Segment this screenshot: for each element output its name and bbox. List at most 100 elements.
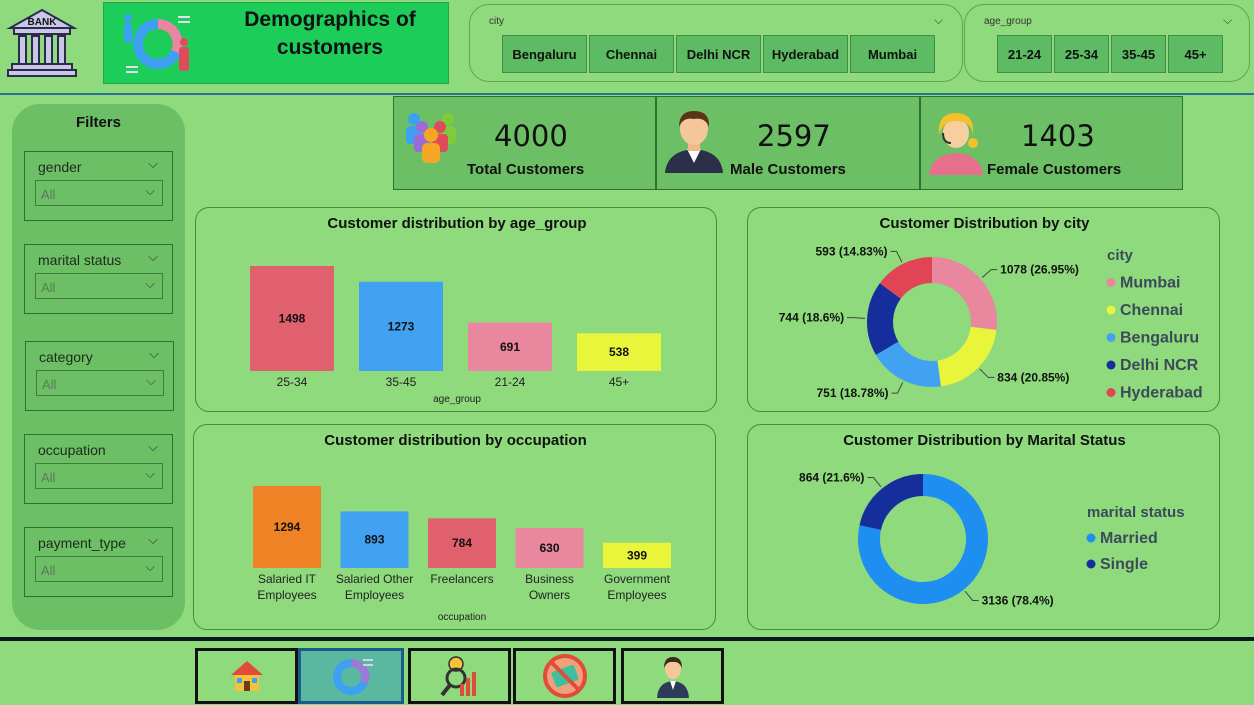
bar-value-label: 399 xyxy=(627,548,647,562)
bar[interactable] xyxy=(250,266,334,371)
chart-title: Customer Distribution by Marital Status xyxy=(843,432,1126,449)
chevron-down-icon[interactable]: ⌵ xyxy=(934,13,944,27)
city-chip-mumbai[interactable]: Mumbai xyxy=(850,35,935,73)
donut-slice[interactable] xyxy=(931,257,997,330)
marital-status-select[interactable]: All ⌵ xyxy=(35,273,163,299)
filter-label: marital status xyxy=(38,252,122,268)
kpi-male-customers: 2597 Male Customers xyxy=(656,96,920,190)
chevron-down-icon: ⌵ xyxy=(146,373,156,388)
chevron-down-icon[interactable]: ⌵ xyxy=(148,532,158,547)
chevron-down-icon: ⌵ xyxy=(145,276,155,291)
donut-slice[interactable] xyxy=(879,257,933,300)
leader-line xyxy=(981,269,998,278)
chevron-down-icon[interactable]: ⌵ xyxy=(148,439,158,454)
nav-credit-card-button[interactable] xyxy=(513,648,616,704)
legend-marker xyxy=(1086,559,1096,569)
bar[interactable] xyxy=(468,322,552,371)
leader-line xyxy=(979,368,995,378)
gender-select[interactable]: All ⌵ xyxy=(35,180,163,206)
bar[interactable] xyxy=(577,333,661,371)
legend-title: city xyxy=(1107,247,1134,264)
category-tick-label: 25-34 xyxy=(277,375,308,389)
leader-line xyxy=(891,382,904,394)
bar[interactable] xyxy=(515,528,584,568)
select-value: All xyxy=(41,470,56,485)
city-chip-delhi-ncr[interactable]: Delhi NCR xyxy=(676,35,761,73)
bar-value-label: 1273 xyxy=(388,319,415,333)
city-donut-chart: 1078 (26.95%) 834 (20.85%) 751 (18.78%) 744… xyxy=(779,244,1203,402)
city-chip-chennai[interactable]: Chennai xyxy=(589,35,674,73)
bar-value-label: 784 xyxy=(452,536,472,550)
age-chip-25-34[interactable]: 25-34 xyxy=(1054,35,1109,73)
donut-slice[interactable] xyxy=(875,341,941,387)
bar[interactable] xyxy=(359,281,443,371)
filter-category: category ⌵ All ⌵ xyxy=(25,341,174,411)
payment-type-select[interactable]: All ⌵ xyxy=(35,556,163,582)
bar-value-label: 893 xyxy=(364,533,384,547)
city-chip-hyderabad[interactable]: Hyderabad xyxy=(763,35,848,73)
legend-entry[interactable]: Married xyxy=(1100,530,1158,547)
select-value: All xyxy=(41,563,56,578)
home-icon xyxy=(230,661,263,691)
logo-text: BANK xyxy=(28,17,58,28)
slice-data-label: 1078 (26.95%) xyxy=(1000,263,1079,277)
filter-label: gender xyxy=(38,159,82,175)
nav-profile-button[interactable] xyxy=(621,648,724,704)
donut-slice[interactable] xyxy=(936,326,997,387)
filter-label: payment_type xyxy=(38,535,126,551)
chevron-down-icon: ⌵ xyxy=(145,559,155,574)
donut-slice[interactable] xyxy=(859,474,924,531)
kpi-total-customers: 4000 Total Customers xyxy=(393,96,656,190)
chevron-down-icon: ⌵ xyxy=(145,183,155,198)
chevron-down-icon[interactable]: ⌵ xyxy=(1223,13,1233,27)
city-slicer[interactable]: city ⌵ Bengaluru Chennai Delhi NCR Hyder… xyxy=(469,4,963,82)
city-chip-bengaluru[interactable]: Bengaluru xyxy=(502,35,587,73)
profile-icon xyxy=(656,657,689,698)
bar-value-label: 691 xyxy=(500,340,520,354)
legend-entry[interactable]: Hyderabad xyxy=(1120,385,1203,402)
category-tick-label: Business xyxy=(525,572,574,586)
donut-slice[interactable] xyxy=(858,474,988,604)
legend-entry[interactable]: Bengaluru xyxy=(1120,330,1199,347)
legend-marker xyxy=(1086,533,1096,543)
occupation-select[interactable]: All ⌵ xyxy=(35,463,163,489)
nav-home-button[interactable] xyxy=(195,648,298,704)
category-select[interactable]: All ⌵ xyxy=(36,370,164,396)
legend-entry[interactable]: Single xyxy=(1100,556,1148,573)
age-chip-21-24[interactable]: 21-24 xyxy=(997,35,1052,73)
bar[interactable] xyxy=(340,511,409,568)
legend-entry[interactable]: Delhi NCR xyxy=(1120,357,1199,374)
category-tick-label: Employees xyxy=(607,588,666,602)
chevron-down-icon[interactable]: ⌵ xyxy=(149,346,159,361)
kpi-female-customers: 1403 Female Customers xyxy=(920,96,1183,190)
legend-entry[interactable]: Chennai xyxy=(1120,302,1183,319)
chevron-down-icon[interactable]: ⌵ xyxy=(148,156,158,171)
age-chip-45-plus[interactable]: 45+ xyxy=(1168,35,1223,73)
select-value: All xyxy=(41,187,56,202)
bar[interactable] xyxy=(603,542,671,568)
bar-value-label: 538 xyxy=(609,345,629,359)
age-chip-35-45[interactable]: 35-45 xyxy=(1111,35,1166,73)
slice-data-label: 751 (18.78%) xyxy=(816,386,888,400)
page-title: Demographics of customers xyxy=(244,8,416,59)
legend-entry[interactable]: Mumbai xyxy=(1120,275,1180,292)
bar[interactable] xyxy=(253,486,321,568)
category-tick-label: Government xyxy=(604,572,671,586)
slice-data-label: 744 (18.6%) xyxy=(779,311,844,325)
filter-marital-status: marital status ⌵ All ⌵ xyxy=(24,244,173,314)
age-group-slicer[interactable]: age_group ⌵ 21-24 25-34 35-45 45+ xyxy=(964,4,1250,82)
nav-insights-button[interactable] xyxy=(408,648,511,704)
donut-slice[interactable] xyxy=(867,283,902,355)
chart-title: Customer distribution by age_group xyxy=(327,215,587,232)
age-group-chart-panel: Customer distribution by age_group 1498 2… xyxy=(195,207,717,412)
nav-demographics-button[interactable] xyxy=(298,648,404,704)
select-value: All xyxy=(41,280,56,295)
city-chart-panel: Customer Distribution by city 1078 (26.9… xyxy=(747,207,1220,412)
category-tick-label: 35-45 xyxy=(386,375,417,389)
leader-line xyxy=(964,590,979,601)
chevron-down-icon[interactable]: ⌵ xyxy=(148,249,158,264)
age-group-bar-chart: 1498 25-34 1273 35-45 691 21-24 538 45+ age_grou… xyxy=(250,266,661,405)
bank-logo-icon: BANK xyxy=(6,8,78,77)
chart-title: Customer Distribution by city xyxy=(879,215,1090,232)
bar[interactable] xyxy=(428,518,496,568)
